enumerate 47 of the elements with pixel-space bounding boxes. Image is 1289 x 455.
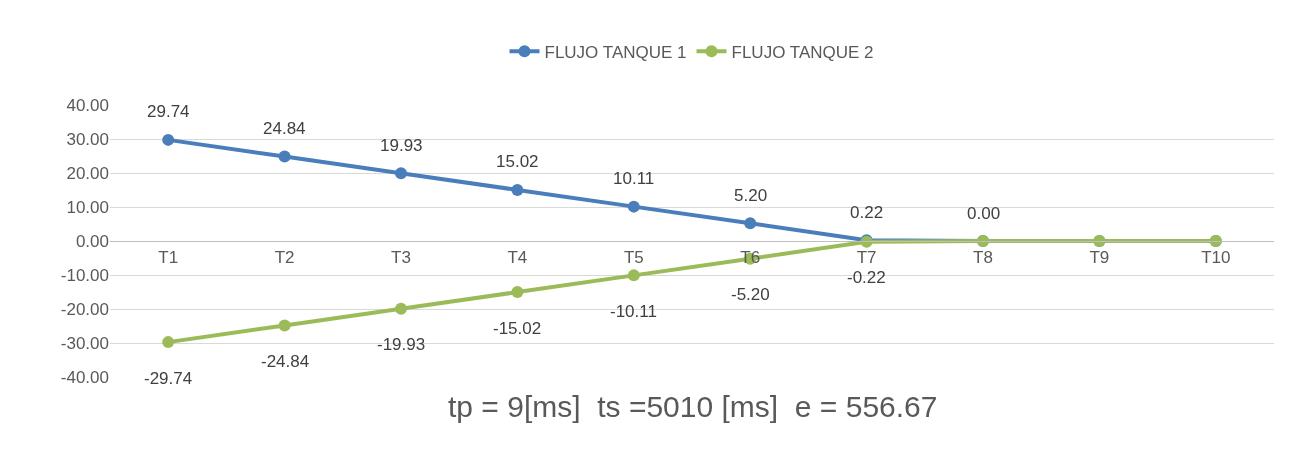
x-tick-label: T10 — [1201, 248, 1231, 268]
point — [511, 183, 524, 196]
x-tick-label: T9 — [1089, 248, 1110, 268]
y-tick-label: -20.00 — [60, 299, 109, 319]
text: tp = 9[ms] ts =5010 [ms] e = 556.67 — [448, 390, 938, 423]
data-label: -10.11 — [610, 302, 657, 321]
data-label: 0.22 — [850, 203, 884, 222]
y-tick-label: 10.00 — [66, 197, 109, 217]
point — [395, 302, 407, 315]
data-label: -15.02 — [493, 319, 542, 338]
data-label: 5.20 — [734, 186, 768, 205]
x-tick-label: T5 — [623, 248, 644, 268]
point — [278, 319, 291, 332]
y-tick-label: 20.00 — [66, 163, 109, 183]
data-label: 15.02 — [496, 152, 539, 171]
point — [744, 217, 757, 230]
data-label: 19.93 — [380, 136, 423, 155]
data-label: -29.74 — [144, 369, 193, 388]
y-tick-label: -30.00 — [60, 333, 109, 353]
point — [395, 167, 407, 180]
y-tick-label: 0.00 — [75, 231, 109, 251]
legend-label: FLUJO TANQUE 2 — [731, 42, 874, 62]
point — [162, 336, 175, 349]
x-tick-label: T3 — [391, 248, 411, 268]
point — [627, 269, 640, 282]
y-tick-label: -40.00 — [60, 367, 109, 387]
data-label: -24.84 — [261, 352, 310, 371]
y-tick-label: 30.00 — [66, 129, 109, 149]
y-tick-label: -10.00 — [60, 265, 109, 285]
data-label: 10.11 — [613, 169, 655, 188]
data-label: 29.74 — [147, 102, 190, 121]
x-tick-label: T7 — [856, 248, 877, 268]
y-tick-label: 40.00 — [66, 95, 109, 115]
x-tick-label: T4 — [507, 248, 528, 268]
data-label: -5.20 — [731, 285, 770, 304]
legend-label: FLUJO TANQUE 1 — [544, 42, 687, 62]
x-tick-label: T1 — [158, 248, 179, 268]
point — [278, 150, 291, 163]
data-label: -19.93 — [377, 335, 426, 354]
point — [511, 286, 524, 299]
data-label: -0.22 — [847, 268, 886, 287]
data-label: 0.00 — [967, 204, 1001, 223]
data-label: 24.84 — [263, 119, 306, 138]
point — [162, 133, 175, 146]
x-tick-label: T8 — [973, 248, 993, 268]
x-tick-label: T2 — [274, 248, 295, 268]
point — [627, 200, 640, 213]
